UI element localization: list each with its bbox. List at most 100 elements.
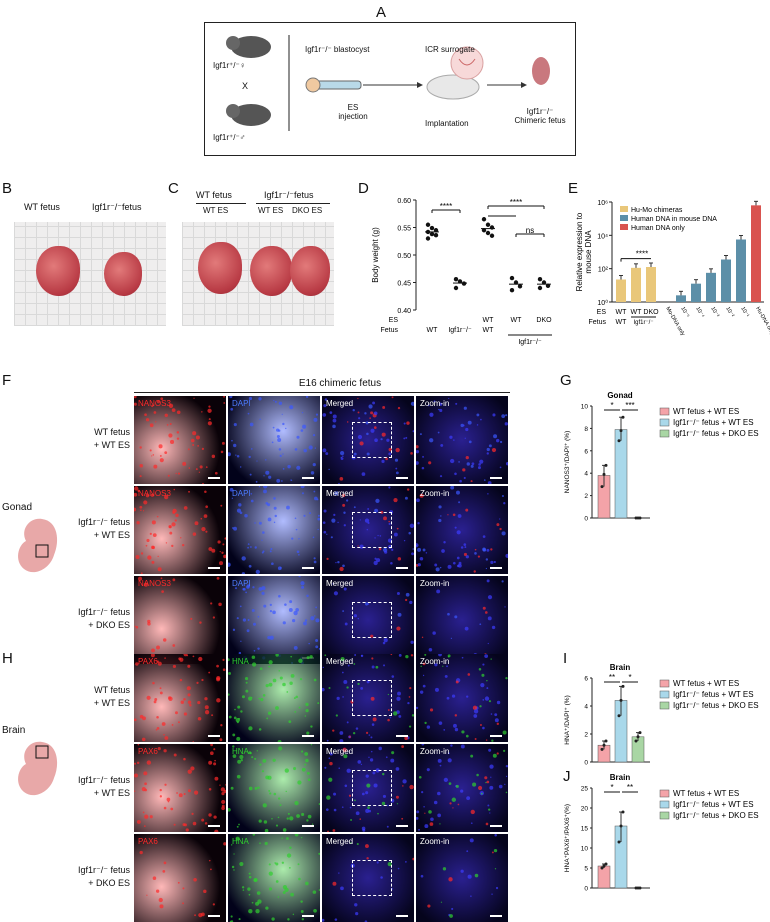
f-scale-bar-0-3 <box>490 477 502 479</box>
f-c1-label-2: NANOS3 <box>138 579 171 588</box>
f-zoom-image-2: Zoom-in <box>416 576 508 664</box>
h-zoom-label-1: Zoom-in <box>420 747 450 756</box>
chartJ-y-tick: 25 <box>581 786 589 793</box>
chartG-legend-swatch <box>659 429 670 438</box>
chartJ-point <box>621 810 625 814</box>
f-c2-label-2: DAPI <box>232 579 251 588</box>
h-zoom-label-2: Zoom-in <box>420 837 450 846</box>
chartI-title: Brain <box>610 663 631 672</box>
b-wt-fetus <box>36 246 80 296</box>
h-scale-bar-2-2 <box>396 915 408 917</box>
d-sig-2: **** <box>510 198 522 207</box>
e-y-label-2: mouse DNA <box>584 230 593 274</box>
chartJ-y-tick: 20 <box>581 806 589 813</box>
chartJ-point <box>617 840 621 844</box>
f-merged-label-0: Merged <box>326 399 354 408</box>
e-es-label: WT <box>616 309 628 316</box>
e-bar <box>706 272 716 302</box>
b-ko-label: Igf1r⁻/⁻fetus <box>92 202 142 212</box>
chartI-point <box>617 714 621 718</box>
h-scale-bar-0-0 <box>208 735 220 737</box>
e-y-tick: 10⁶ <box>597 200 608 207</box>
chartG-point <box>619 429 623 433</box>
d-data-point <box>461 281 467 286</box>
d-data-point <box>509 275 515 281</box>
d-data-point <box>517 284 523 289</box>
d-es-label: WT <box>511 317 523 324</box>
chartG-point <box>604 463 608 467</box>
male-mouse-icon <box>231 104 271 126</box>
f-row-label-2: Igf1r⁻/⁻ fetus + DKO ES <box>77 607 130 630</box>
d-y-tick: 0.60 <box>397 198 411 205</box>
e-legend-swatch <box>620 224 628 230</box>
chartI-point <box>634 739 638 743</box>
e-bar <box>646 267 656 302</box>
chartG-y-tick: 6 <box>584 448 588 455</box>
d-fetus-label: WT <box>483 327 495 334</box>
chartG-point <box>621 415 625 419</box>
d-y-tick: 0.40 <box>397 308 411 315</box>
chartI-point <box>619 698 623 702</box>
chartG-point <box>638 516 642 520</box>
chartJ-legend-label: WT fetus + WT ES <box>673 789 739 798</box>
d-es-label: WT <box>483 317 495 324</box>
chartI-legend-label: Igf1r⁻/⁻ fetus + WT ES <box>673 690 754 699</box>
blastocyst-label: Igf1r⁻/⁻ blastocyst <box>305 45 370 54</box>
chartI-legend-label: WT fetus + WT ES <box>673 679 739 688</box>
d-data-point <box>453 285 459 291</box>
d-fetus-group-label: Igf1r⁻/⁻ <box>518 339 542 346</box>
f-c2-image-2: DAPI <box>228 576 320 664</box>
e-x-tick: 10⁻³ <box>709 306 720 319</box>
schematic-drawing <box>226 35 550 131</box>
f-zoom-label-1: Zoom-in <box>420 489 450 498</box>
d-data-point <box>541 280 547 285</box>
d-data-point <box>481 228 487 233</box>
chartI-y-tick: 2 <box>584 732 588 739</box>
e-y-label-1: Relative expression to <box>575 212 584 291</box>
female-mouse-icon <box>231 36 271 58</box>
chartJ-sig-1: * <box>610 783 613 792</box>
chartI-legend-swatch <box>659 690 670 699</box>
f-c2-image-0: DAPI <box>228 396 320 484</box>
chartJ-point <box>619 824 623 828</box>
e-bar <box>736 239 746 302</box>
h-c2-image-0: HNA <box>228 654 320 742</box>
h-scale-bar-1-1 <box>302 825 314 827</box>
d-row-fetus: Fetus <box>380 327 398 334</box>
e-bar <box>631 267 641 302</box>
male-genotype: Igf1r⁺/⁻♂ <box>213 133 246 142</box>
e-legend-label: Human DNA in mouse DNA <box>631 216 717 223</box>
brain-embryo-icon <box>18 741 58 796</box>
chartG-y-tick: 8 <box>584 426 588 433</box>
e-legend-label: Human DNA only <box>631 225 685 232</box>
chartG-point <box>617 439 621 443</box>
cross-symbol: X <box>242 81 249 91</box>
h-row-label-1: Igf1r⁻/⁻ fetus + WT ES <box>77 775 130 798</box>
f-c1-image-2: NANOS3 <box>134 576 226 664</box>
h-merged-image-1: Merged <box>322 744 414 832</box>
h-scale-bar-1-3 <box>490 825 502 827</box>
d-row-es: ES <box>389 317 399 324</box>
d-fetus-label: WT <box>427 327 439 334</box>
es-injection-label: ES injection <box>338 103 368 121</box>
h-zoom-region-2 <box>352 860 392 896</box>
chartG-legend-label: WT fetus + WT ES <box>673 407 739 416</box>
d-sig-1: **** <box>440 202 452 211</box>
chartG-y-tick: 10 <box>581 404 589 411</box>
e-y-tick: 10² <box>598 267 609 274</box>
h-row-label-0: WT fetus + WT ES <box>93 685 130 708</box>
c-ko-es2: DKO ES <box>292 206 323 215</box>
gonad-embryo-icon <box>18 518 58 573</box>
f-c2-image-1: DAPI <box>228 486 320 574</box>
f-scale-bar-0-1 <box>302 477 314 479</box>
surrogate-mouse-icon <box>426 74 480 100</box>
f-zoom-label-2: Zoom-in <box>420 579 450 588</box>
c-fetus-photo <box>182 222 334 326</box>
d-y-label: Body weight (g) <box>371 227 380 283</box>
panel-label-d: D <box>358 180 369 197</box>
chartJ-point <box>602 864 606 868</box>
c-ko-dko-es-fetus <box>290 246 330 296</box>
surrogate-label: ICR surrogate <box>425 45 475 54</box>
e-legend-swatch <box>620 206 628 212</box>
